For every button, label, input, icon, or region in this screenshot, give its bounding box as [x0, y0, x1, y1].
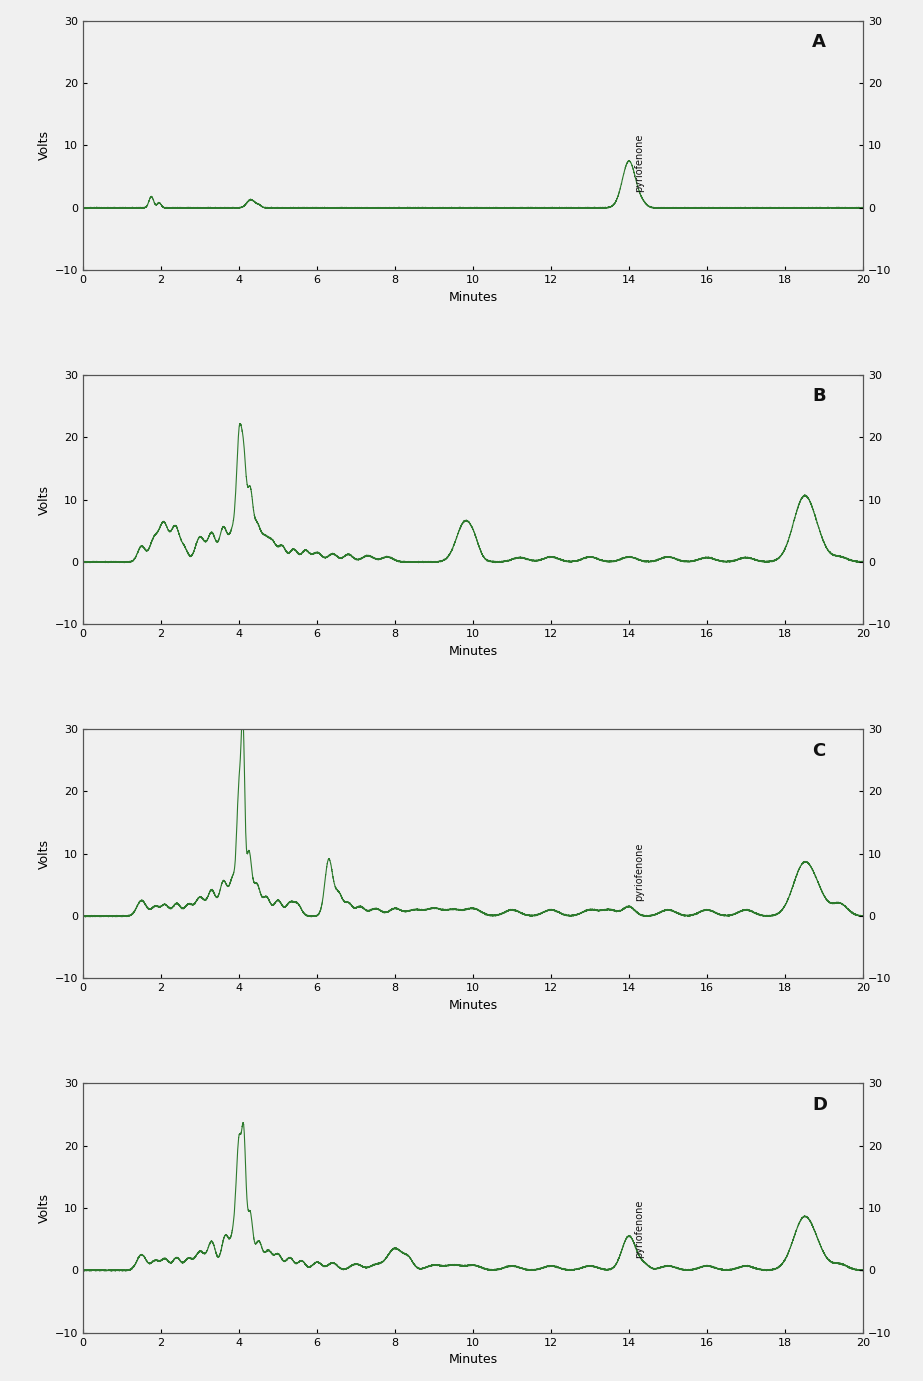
Y-axis label: Volts: Volts: [38, 130, 51, 160]
X-axis label: Minutes: Minutes: [449, 998, 497, 1012]
Y-axis label: Volts: Volts: [38, 485, 51, 515]
Text: pyriofenone: pyriofenone: [634, 134, 643, 192]
Text: D: D: [812, 1095, 827, 1113]
X-axis label: Minutes: Minutes: [449, 290, 497, 304]
Text: C: C: [812, 742, 825, 760]
X-axis label: Minutes: Minutes: [449, 1353, 497, 1366]
Text: B: B: [812, 387, 826, 406]
Y-axis label: Volts: Volts: [38, 838, 51, 869]
Text: pyriofenone: pyriofenone: [634, 842, 643, 900]
Text: pyriofenone: pyriofenone: [634, 1200, 643, 1258]
Text: A: A: [812, 33, 826, 51]
X-axis label: Minutes: Minutes: [449, 645, 497, 657]
Y-axis label: Volts: Volts: [38, 1193, 51, 1224]
